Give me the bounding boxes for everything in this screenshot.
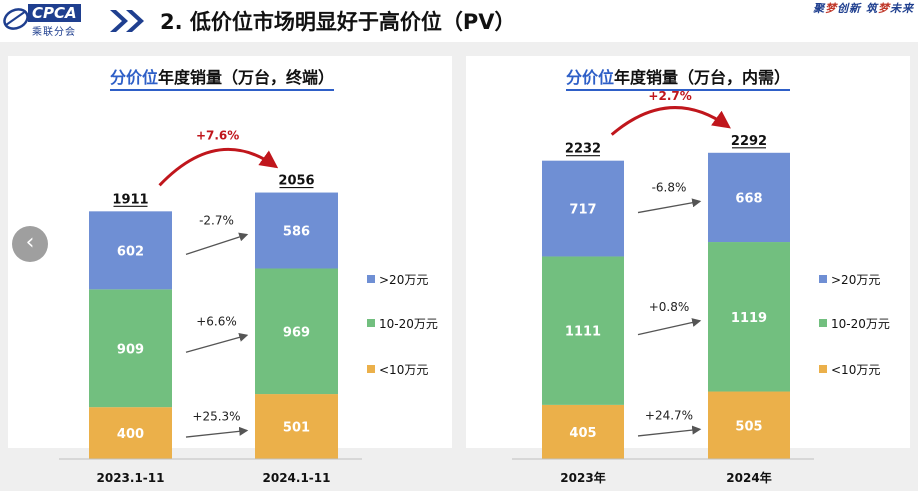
chart-1-title-accent: 分价位: [110, 68, 159, 87]
chart-1-bar-1-mid: [89, 289, 172, 408]
chart-1-bar-1-lt10: [89, 407, 172, 459]
chart-1-legend-label-1: >20万元: [379, 273, 428, 287]
chart-1-bar-2-lt10-label: 501: [283, 421, 310, 436]
chart-2-bar-1-mid-label: 1111: [565, 325, 601, 340]
slogan-part-5: 未来: [890, 2, 914, 15]
chart-2-title-underline: [566, 89, 791, 91]
slogan: 聚梦创新 筑梦未来: [813, 0, 914, 16]
chart-1-legend-swatch-3: [367, 365, 375, 373]
chart-1-total-2: 2056: [278, 174, 314, 189]
right-chart-panel: [466, 56, 910, 448]
chart-2-category-1: 2023年: [560, 470, 605, 485]
chart-1-legend-swatch-1: [367, 275, 375, 283]
chart-2-growth-label-gt20: -6.8%: [652, 180, 687, 194]
chart-2-growth-arrow-gt20: [637, 198, 702, 214]
chart-1-bar-1-gt20-label: 602: [117, 244, 144, 259]
chart-1-legend-swatch-2: [367, 319, 375, 327]
chart-2-total-growth-label: +2.7%: [648, 89, 691, 103]
chart-2-total-2: 2292: [731, 134, 767, 149]
chart-1-total-growth-arrow: [158, 147, 279, 187]
chart-2-legend-swatch-1: [819, 275, 827, 283]
chart-2-bar-2-gt20: [708, 152, 790, 243]
chart-2-bar-1-gt20: [542, 160, 624, 257]
chart-1-bar-2-mid: [255, 268, 338, 395]
left-chart-panel: [8, 56, 452, 448]
chart-1-legend-label-2: 10-20万元: [379, 317, 438, 331]
chart-1-growth-arrow-gt20: [185, 232, 249, 255]
page-title: 2. 低价位市场明显好于高价位（PV）: [160, 10, 516, 34]
previous-slide-button[interactable]: ‹: [12, 226, 48, 262]
double-chevron-icon: [110, 10, 144, 32]
chart-1-bar-1-mid-label: 909: [117, 342, 144, 357]
chart-1-growth-label-lt10: +25.3%: [192, 410, 240, 424]
chart-1-title: 分价位年度销量（万台，终端）: [110, 64, 335, 91]
chart-1-total-1: 1911: [112, 192, 148, 207]
chart-2-total-growth-arrow: [610, 106, 731, 136]
chart-1-bar-2-lt10: [255, 394, 338, 459]
chart-1-bar-2-gt20: [255, 192, 338, 269]
slogan-part-1: 聚: [813, 2, 826, 15]
chart-2-legend-label-3: <10万元: [831, 363, 880, 377]
chart-1-bar-2-gt20-label: 586: [283, 225, 310, 240]
chart-2-title-rest: 年度销量（万台，内需）: [614, 68, 791, 87]
slogan-part-3: 创新 筑: [837, 2, 878, 15]
chart-1-bar-1-gt20: [89, 211, 172, 290]
chart-2-bar-2-gt20-label: 668: [735, 191, 762, 206]
chart-2-bar-2-lt10-label: 505: [735, 419, 762, 434]
chart-1-growth-arrow-mid: [185, 332, 249, 353]
chart-1-bar-1-lt10-label: 400: [117, 427, 144, 442]
header-bar: CPCA 乘联分会 2. 低价位市场明显好于高价位（PV） 聚梦创新 筑梦未来: [0, 0, 918, 42]
chart-2-bar-1-lt10: [542, 404, 624, 459]
chart-2-growth-arrow-mid: [637, 318, 702, 336]
chart-2-bar-2-mid-label: 1119: [731, 311, 767, 326]
chart-2-legend-swatch-2: [819, 319, 827, 327]
logo-text: CPCA: [28, 4, 81, 22]
chart-2-bar-2-lt10: [708, 391, 790, 459]
chart-1-growth-arrow-lt10: [185, 426, 249, 438]
chart-1-title-underline: [110, 89, 335, 91]
chart-2-bar-1-mid: [542, 256, 624, 405]
chart-2-growth-label-lt10: +24.7%: [645, 408, 693, 422]
chart-1-category-2: 2024.1-11: [263, 471, 331, 485]
chart-2-bar-1-lt10-label: 405: [569, 426, 596, 441]
chart-2-growth-label-mid: +0.8%: [649, 300, 690, 314]
slogan-part-2: 梦: [825, 2, 838, 15]
chart-1-category-1: 2023.1-11: [97, 471, 165, 485]
chart-2-legend-swatch-3: [819, 365, 827, 373]
chart-2-title: 分价位年度销量（万台，内需）: [566, 64, 791, 91]
chart-1-title-rest: 年度销量（万台，终端）: [158, 68, 335, 87]
chart-1-legend-label-3: <10万元: [379, 363, 428, 377]
chart-2-growth-arrow-lt10: [637, 425, 702, 437]
chart-2-bar-2-mid: [708, 242, 790, 392]
chart-2-legend-label-2: 10-20万元: [831, 317, 890, 331]
chart-2-title-accent: 分价位: [566, 68, 615, 87]
chart-1-growth-label-gt20: -2.7%: [199, 214, 234, 228]
chart-2-category-2: 2024年: [726, 470, 771, 485]
cpca-logo: CPCA 乘联分会: [2, 3, 98, 38]
logo-subtext: 乘联分会: [32, 27, 76, 38]
chart-1-total-growth-label: +7.6%: [196, 129, 239, 143]
chart-2-total-1: 2232: [565, 142, 601, 157]
chart-1-growth-label-mid: +6.6%: [196, 314, 237, 328]
chart-2-bar-1-gt20-label: 717: [569, 203, 596, 218]
chart-1-bar-2-mid-label: 969: [283, 325, 310, 340]
cpca-emblem-icon: [3, 8, 29, 30]
slogan-part-4: 梦: [878, 2, 890, 15]
chart-2-legend-label-1: >20万元: [831, 273, 880, 287]
